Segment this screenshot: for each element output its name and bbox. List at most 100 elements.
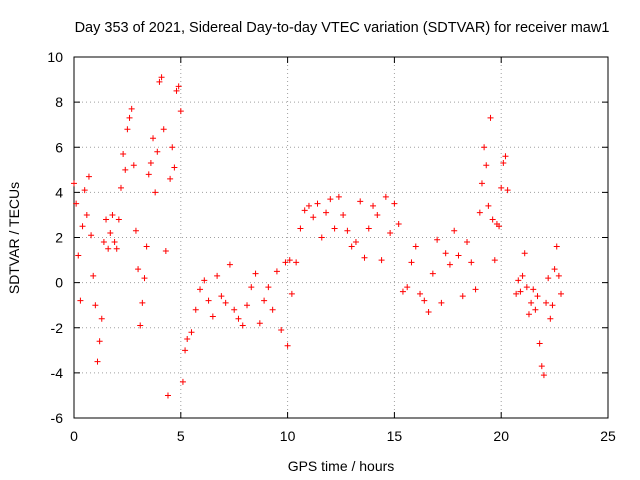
data-point: [265, 284, 272, 291]
data-point: [164, 392, 171, 399]
data-point: [429, 270, 436, 277]
x-tick-label: 5: [177, 428, 185, 444]
data-point: [103, 216, 110, 223]
data-point: [502, 153, 509, 160]
data-point: [182, 347, 189, 354]
data-point: [226, 261, 233, 268]
x-axis-label: GPS time / hours: [288, 458, 395, 474]
data-point: [85, 173, 92, 180]
data-point: [417, 290, 424, 297]
data-point: [301, 207, 308, 214]
data-point: [318, 234, 325, 241]
data-point: [171, 164, 178, 171]
data-point: [408, 259, 415, 266]
y-tick-label: -4: [51, 365, 64, 381]
data-point: [137, 322, 144, 329]
data-point: [335, 193, 342, 200]
data-point: [521, 250, 528, 257]
data-point: [158, 74, 165, 81]
data-point: [109, 211, 116, 218]
data-point: [126, 114, 133, 121]
data-point: [555, 272, 562, 279]
y-axis-label: SDTVAR / TECUs: [6, 182, 22, 294]
data-point: [530, 286, 537, 293]
data-point: [115, 216, 122, 223]
data-point: [261, 297, 268, 304]
data-point: [177, 108, 184, 115]
data-point: [361, 254, 368, 261]
y-tick-label: 6: [55, 139, 63, 155]
data-point: [77, 297, 84, 304]
data-point: [340, 211, 347, 218]
data-point: [88, 232, 95, 239]
data-point: [491, 257, 498, 264]
data-point: [167, 175, 174, 182]
y-tick-label: 4: [55, 184, 63, 200]
data-point: [169, 144, 176, 151]
data-point: [73, 200, 80, 207]
data-point: [515, 277, 522, 284]
data-point: [344, 227, 351, 234]
data-point: [162, 248, 169, 255]
data-point: [135, 266, 142, 273]
x-tick-label: 20: [493, 428, 509, 444]
data-point: [545, 275, 552, 282]
data-point: [96, 338, 103, 345]
data-point: [81, 187, 88, 194]
data-point: [455, 252, 462, 259]
data-point: [404, 284, 411, 291]
data-point: [79, 223, 86, 230]
data-point: [293, 259, 300, 266]
data-point: [496, 223, 503, 230]
data-point: [549, 302, 556, 309]
data-point: [487, 114, 494, 121]
data-point: [197, 286, 204, 293]
data-point: [231, 306, 238, 313]
data-point: [558, 290, 565, 297]
data-point: [147, 160, 154, 167]
data-point: [160, 126, 167, 133]
data-point: [105, 245, 112, 252]
data-point: [141, 275, 148, 282]
data-point: [331, 225, 338, 232]
data-point: [273, 268, 280, 275]
data-point: [214, 272, 221, 279]
data-point: [412, 243, 419, 250]
grid: [74, 57, 608, 418]
data-point: [192, 306, 199, 313]
data-point: [357, 198, 364, 205]
data-point: [551, 266, 558, 273]
y-tick-label: -6: [51, 410, 64, 426]
data-point: [468, 259, 475, 266]
data-point: [113, 245, 120, 252]
data-point: [483, 162, 490, 169]
y-tick-label: 0: [55, 275, 63, 291]
data-point: [278, 327, 285, 334]
data-point: [528, 299, 535, 306]
data-point: [523, 284, 530, 291]
data-point: [218, 293, 225, 300]
data-point: [378, 257, 385, 264]
data-point: [252, 270, 259, 277]
data-point: [476, 209, 483, 216]
data-point: [438, 299, 445, 306]
data-point: [391, 200, 398, 207]
data-point: [536, 340, 543, 347]
data-point: [540, 372, 547, 379]
data-point: [525, 311, 532, 318]
data-point: [489, 216, 496, 223]
data-point: [547, 315, 554, 322]
data-point: [222, 299, 229, 306]
data-point: [235, 315, 242, 322]
data-point: [387, 229, 394, 236]
data-point: [310, 214, 317, 221]
data-point: [425, 308, 432, 315]
data-point: [442, 250, 449, 257]
data-point: [132, 227, 139, 234]
data-point: [209, 313, 216, 320]
data-point: [124, 126, 131, 133]
data-point: [184, 336, 191, 343]
data-point: [188, 329, 195, 336]
data-point: [111, 239, 118, 246]
